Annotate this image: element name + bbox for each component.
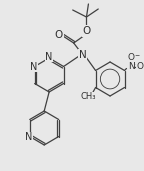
Text: O: O bbox=[137, 62, 144, 71]
Text: CH₃: CH₃ bbox=[81, 92, 96, 101]
Text: N: N bbox=[25, 133, 32, 142]
Text: N: N bbox=[128, 62, 135, 71]
Text: N: N bbox=[79, 50, 86, 60]
Text: O: O bbox=[82, 26, 91, 36]
Text: N: N bbox=[30, 62, 37, 71]
Text: −: − bbox=[134, 52, 140, 57]
Text: O: O bbox=[128, 53, 135, 62]
Text: N: N bbox=[46, 52, 53, 62]
Text: O: O bbox=[55, 30, 63, 40]
Text: +: + bbox=[134, 62, 140, 67]
